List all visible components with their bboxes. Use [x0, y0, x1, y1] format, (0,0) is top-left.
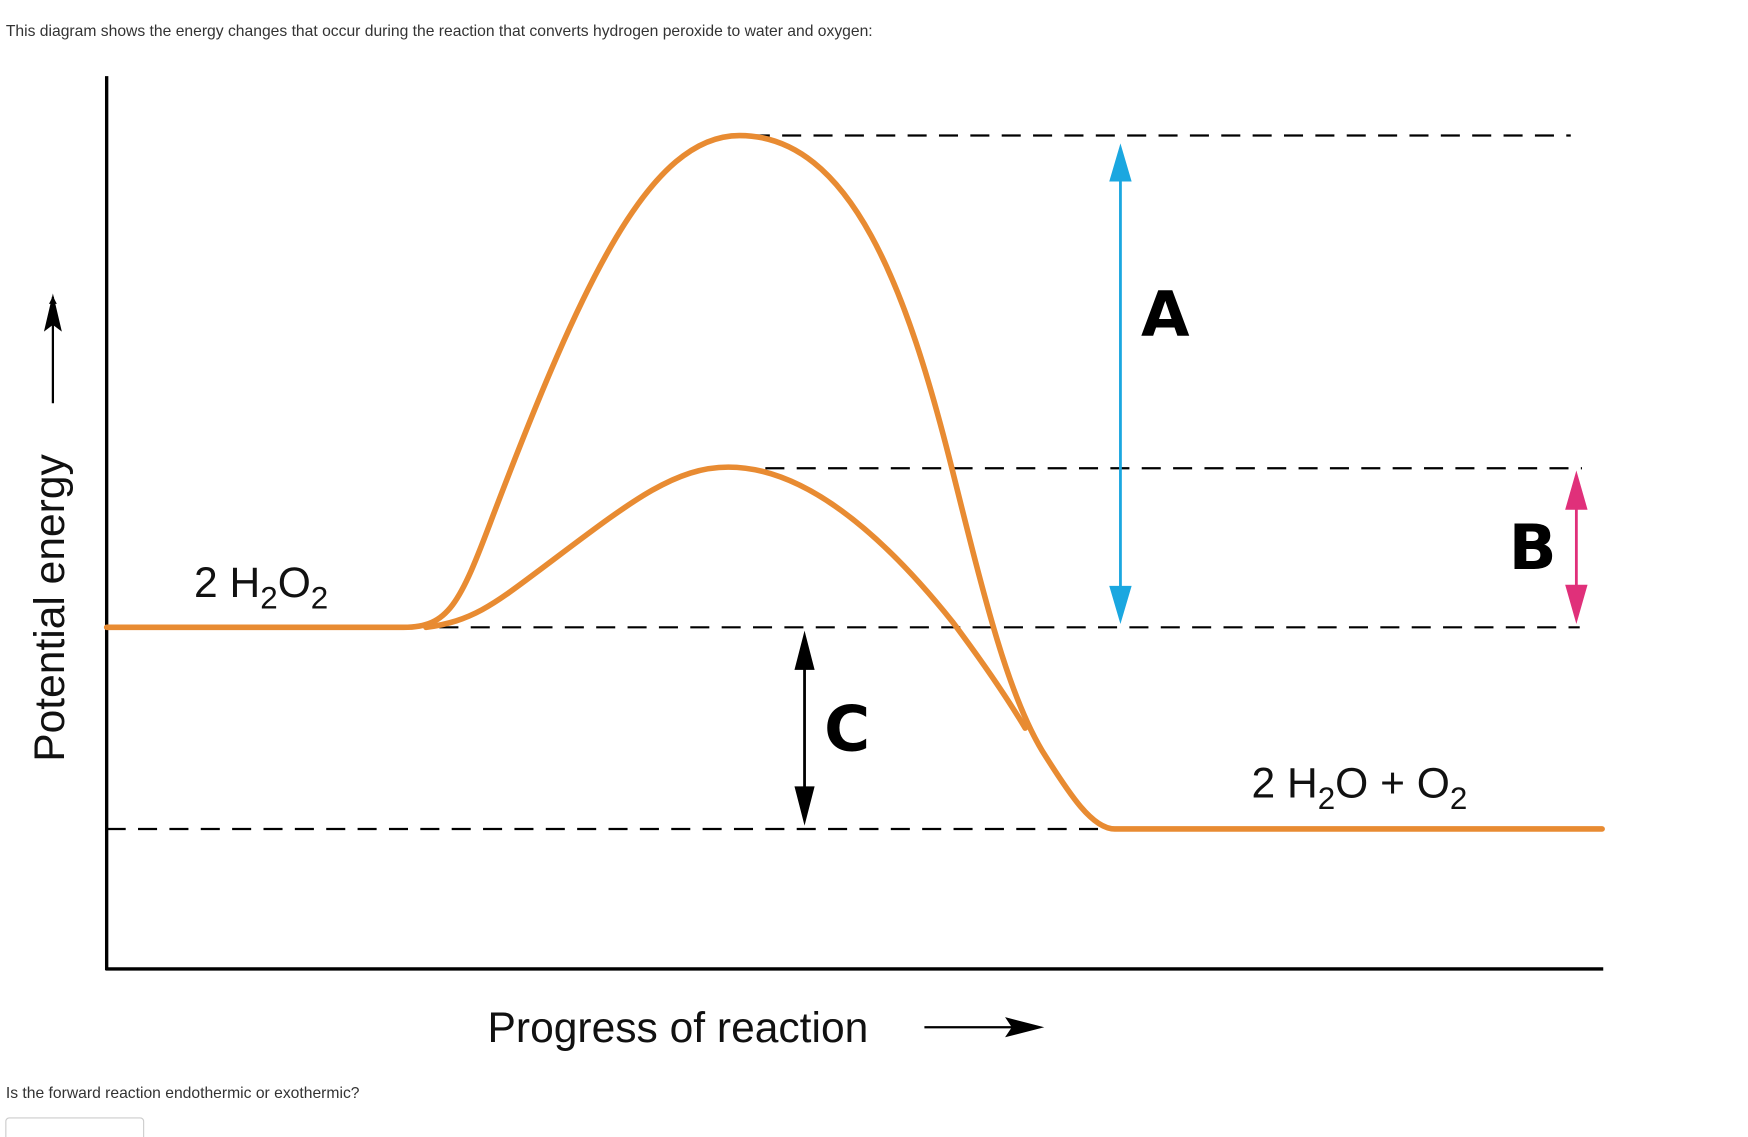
question-text: Is the forward reaction endothermic or e…	[6, 1085, 360, 1102]
catalyzed-curve	[423, 464, 1029, 731]
subscript: 2	[1450, 781, 1467, 816]
reactant-label: 2 H2O2	[194, 559, 328, 615]
label-a: A	[1141, 278, 1190, 351]
text-part: 2 H	[1252, 760, 1318, 808]
y-axis-label: Potential energy	[26, 454, 74, 762]
arrow-a	[1109, 143, 1132, 624]
intro-text: This diagram shows the energy changes th…	[6, 23, 873, 40]
label-c: C	[824, 693, 870, 766]
x-axis-label: Progress of reaction	[488, 1004, 869, 1052]
subscript: 2	[1318, 781, 1335, 816]
text-part: 2 H	[194, 559, 260, 607]
text-part: O	[278, 559, 311, 607]
subscript: 2	[311, 580, 328, 615]
uncatalyzed-curve	[103, 132, 1605, 832]
text-part: O + O	[1335, 760, 1450, 808]
arrow-b	[1565, 470, 1588, 624]
answer-input[interactable]	[5, 1117, 145, 1137]
product-label: 2 H2O + O2	[1252, 760, 1468, 816]
x-axis-arrow	[924, 1017, 1045, 1038]
y-axis-arrowhead	[43, 293, 62, 332]
arrow-c	[794, 630, 815, 826]
subscript: 2	[260, 580, 277, 615]
label-b: B	[1509, 511, 1557, 584]
